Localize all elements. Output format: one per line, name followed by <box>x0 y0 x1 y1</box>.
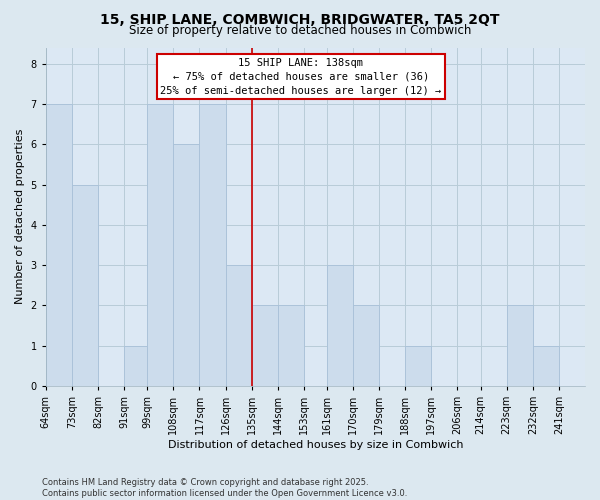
Bar <box>507 306 533 386</box>
X-axis label: Distribution of detached houses by size in Combwich: Distribution of detached houses by size … <box>167 440 463 450</box>
Bar <box>199 104 226 386</box>
Bar <box>327 265 353 386</box>
Bar <box>251 306 278 386</box>
Bar <box>72 184 98 386</box>
Bar <box>226 265 251 386</box>
Bar <box>405 346 431 386</box>
Bar <box>353 306 379 386</box>
Bar <box>124 346 147 386</box>
Bar <box>173 144 199 386</box>
Text: Size of property relative to detached houses in Combwich: Size of property relative to detached ho… <box>129 24 471 37</box>
Text: Contains HM Land Registry data © Crown copyright and database right 2025.
Contai: Contains HM Land Registry data © Crown c… <box>42 478 407 498</box>
Y-axis label: Number of detached properties: Number of detached properties <box>15 129 25 304</box>
Bar <box>533 346 559 386</box>
Bar <box>46 104 72 386</box>
Bar <box>147 104 173 386</box>
Bar <box>278 306 304 386</box>
Text: 15 SHIP LANE: 138sqm
← 75% of detached houses are smaller (36)
25% of semi-detac: 15 SHIP LANE: 138sqm ← 75% of detached h… <box>160 58 442 96</box>
Text: 15, SHIP LANE, COMBWICH, BRIDGWATER, TA5 2QT: 15, SHIP LANE, COMBWICH, BRIDGWATER, TA5… <box>100 12 500 26</box>
